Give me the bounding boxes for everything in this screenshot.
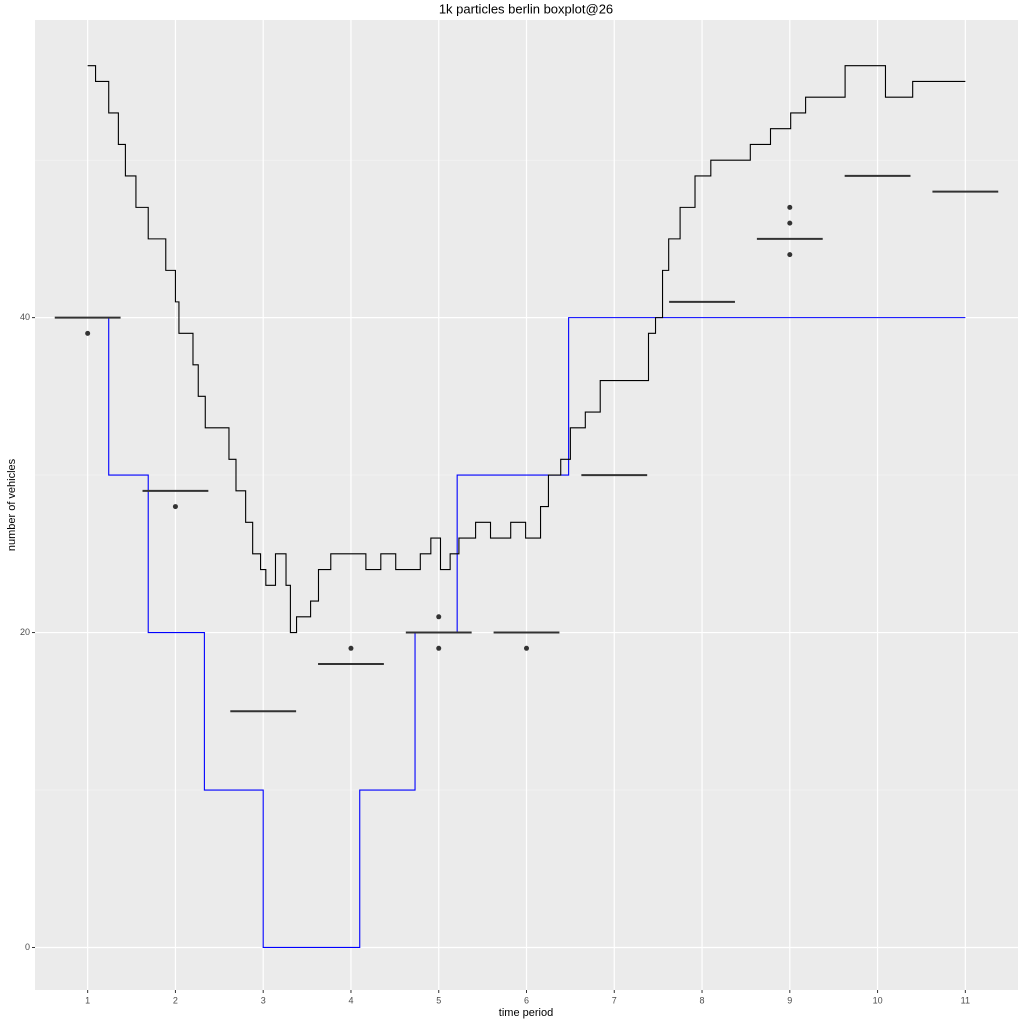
x-tick-label: 11 (961, 995, 970, 1005)
y-tick-label: 40 (20, 312, 30, 322)
x-axis-label: time period (499, 1007, 553, 1019)
x-tick-label: 9 (787, 995, 792, 1005)
x-tick-label: 2 (173, 995, 178, 1005)
outlier (348, 645, 354, 651)
y-tick-label: 0 (25, 942, 30, 952)
outlier (436, 645, 442, 651)
x-tick-label: 10 (873, 995, 883, 1005)
x-tick-label: 7 (612, 995, 617, 1005)
x-tick-label: 1 (85, 995, 90, 1005)
outlier (524, 645, 529, 651)
y-tick-label: 20 (20, 627, 30, 637)
x-tick-label: 5 (436, 995, 441, 1005)
chart-title: 1k particles berlin boxplot@26 (439, 1, 613, 16)
outlier (172, 504, 178, 510)
x-tick-label: 8 (700, 995, 705, 1005)
outlier (787, 252, 793, 258)
x-tick-label: 3 (261, 995, 266, 1005)
outlier (85, 330, 91, 336)
y-axis-label: number of vehicles (6, 458, 18, 551)
line (87, 317, 966, 949)
outlier (436, 614, 442, 620)
outlier (787, 204, 793, 210)
line (87, 65, 966, 634)
x-tick-label: 6 (524, 995, 529, 1005)
outlier (787, 220, 793, 226)
x-tick-label: 4 (348, 995, 353, 1005)
